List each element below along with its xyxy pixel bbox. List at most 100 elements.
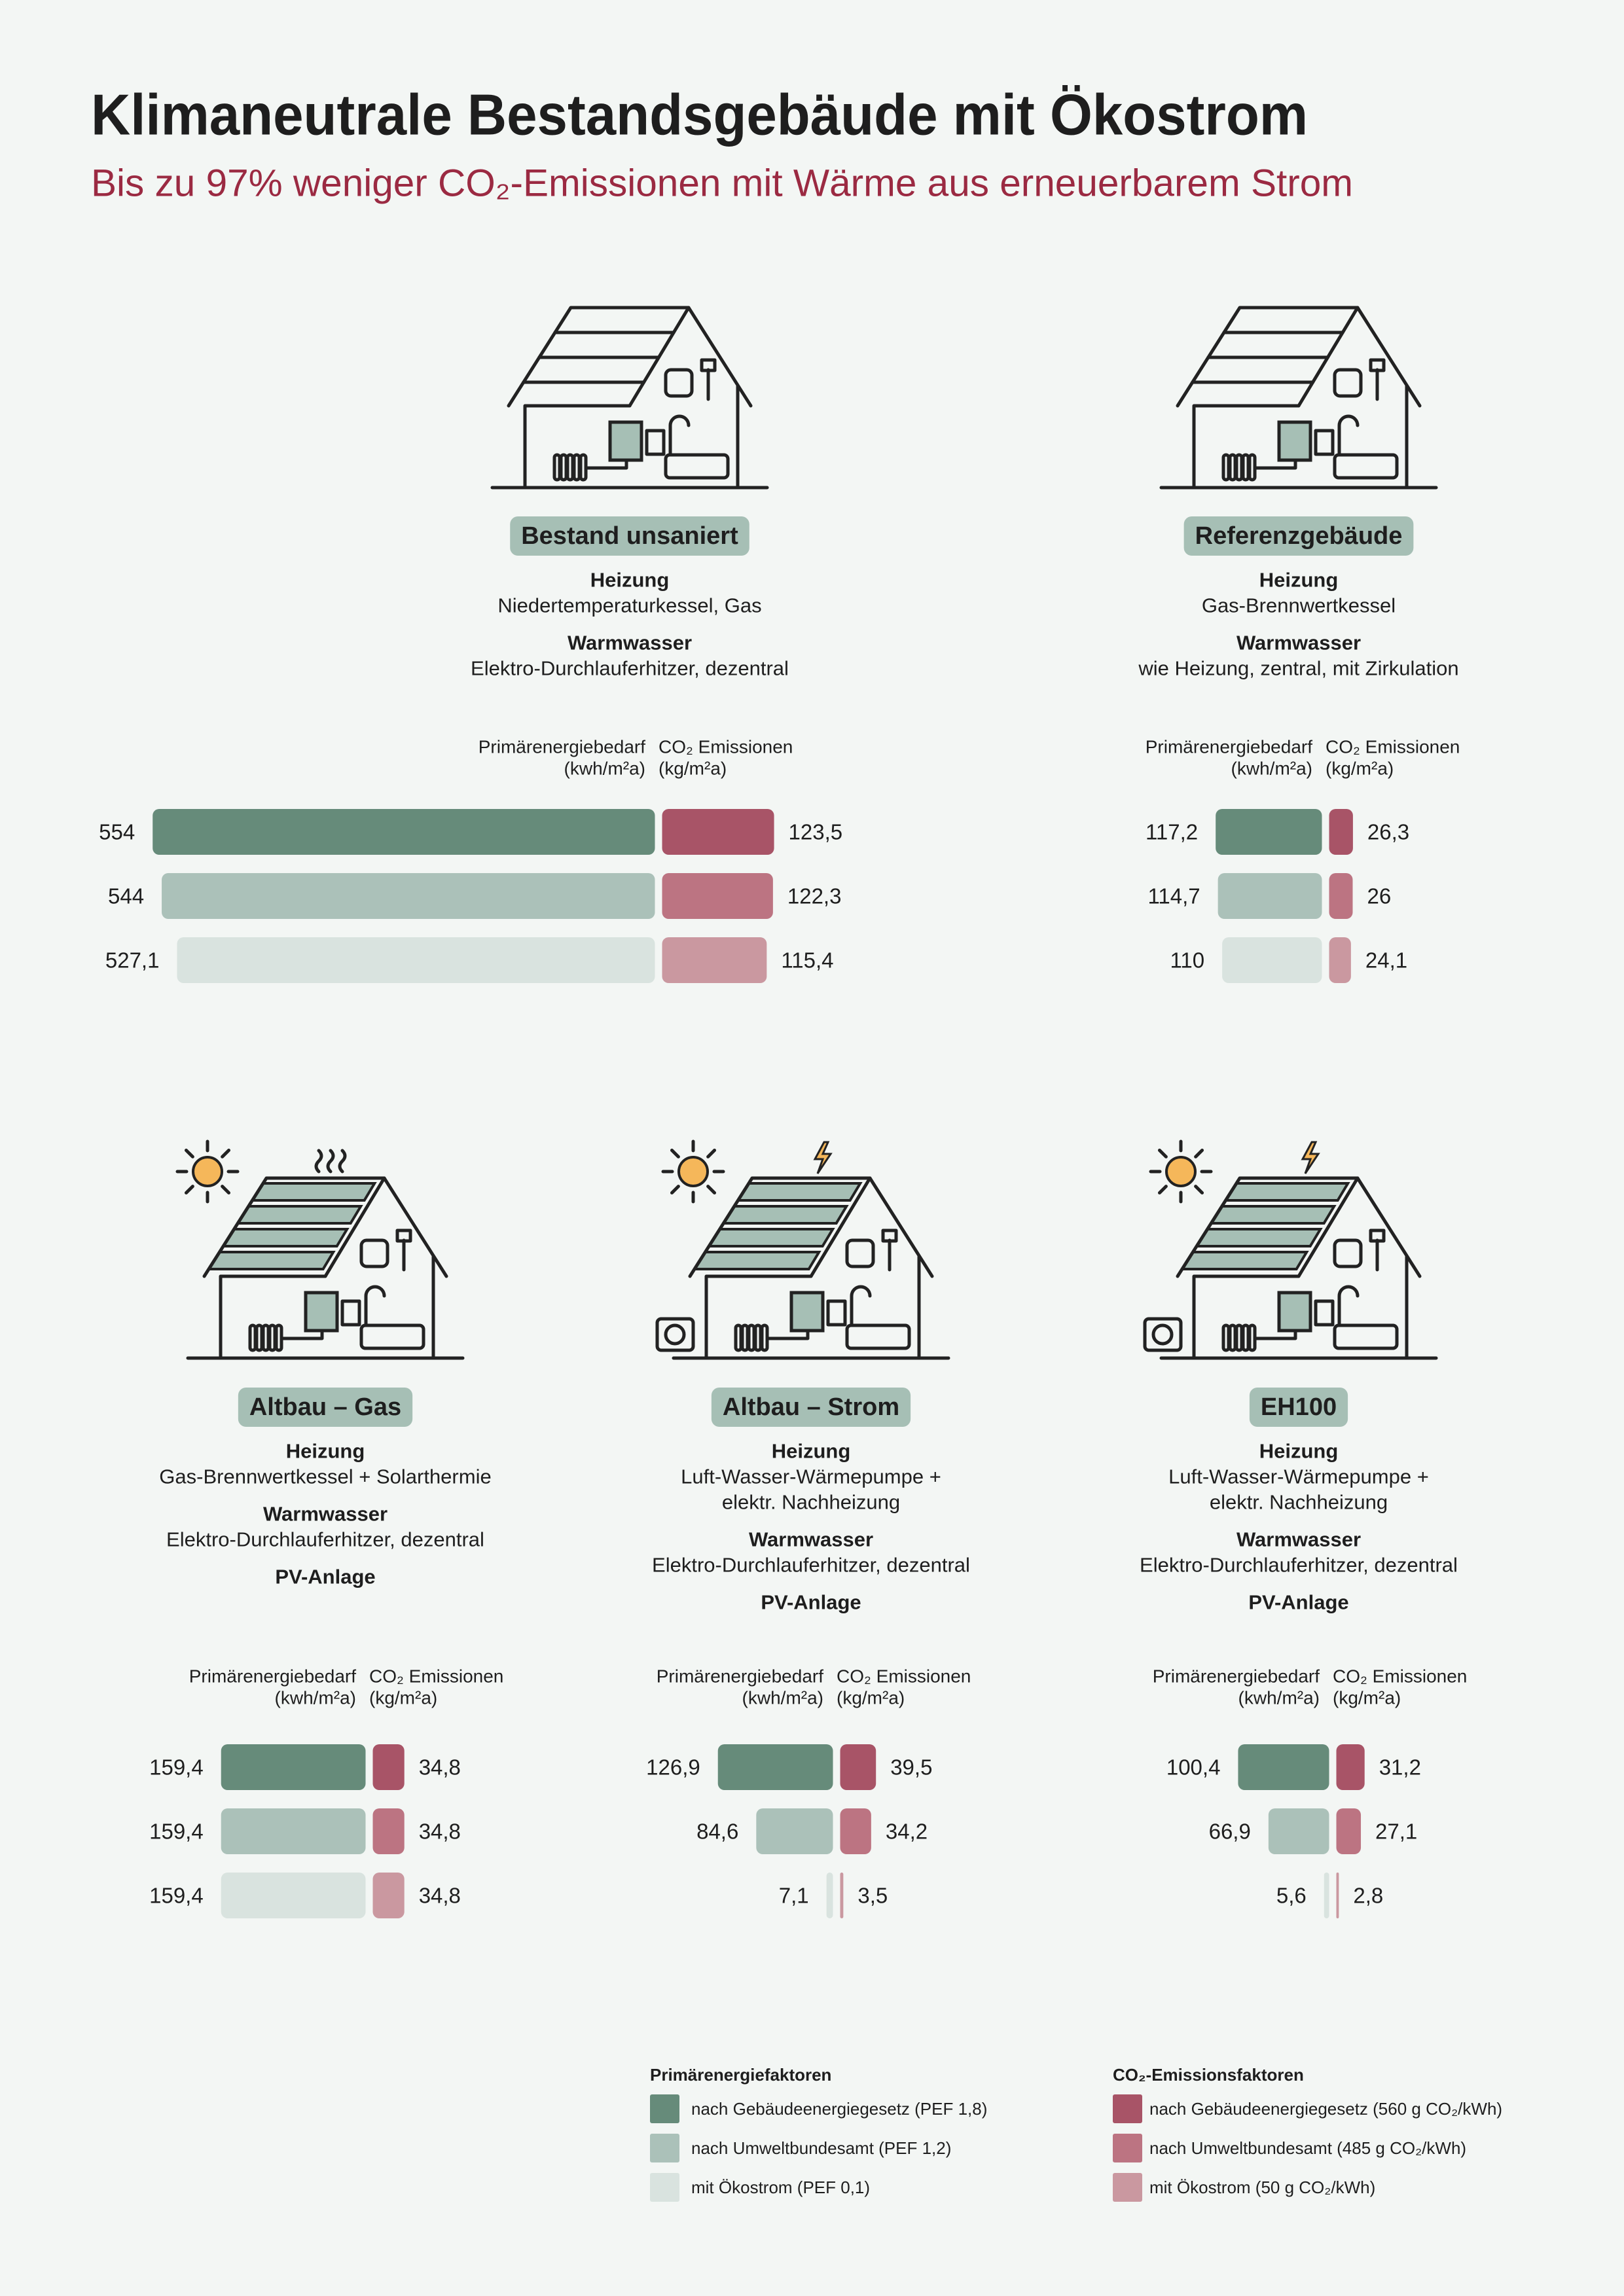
bar: [662, 873, 773, 919]
column-unit: (kwh/m²a): [1231, 759, 1312, 779]
controller: [1314, 1299, 1335, 1327]
detail-label: Heizung: [1259, 569, 1339, 592]
roof-panel: [1223, 1182, 1350, 1202]
chair: [1333, 368, 1363, 398]
bar: [826, 1873, 833, 1918]
heat-pump: [1143, 1317, 1183, 1352]
roof-panel: [221, 1228, 350, 1247]
value-label: 544: [108, 884, 144, 908]
shower: [364, 1285, 386, 1327]
column-header: CO₂ Emissionen: [837, 1666, 971, 1687]
roof-panel: [206, 1251, 336, 1270]
sun-ray: [221, 1185, 231, 1195]
value-label: 31,2: [1379, 1755, 1421, 1780]
sun-ray: [184, 1185, 194, 1195]
controller: [340, 1299, 361, 1327]
pipe: [1254, 458, 1297, 470]
column-unit: (kg/m²a): [837, 1688, 905, 1708]
title-badge: [1249, 1388, 1348, 1427]
detail-text: Niedertemperaturkessel, Gas: [497, 594, 761, 617]
walls: [219, 1274, 327, 1360]
value-label: 39,5: [890, 1755, 932, 1780]
legend-swatch: [650, 2134, 679, 2162]
heat-pump-fan: [1151, 1323, 1174, 1346]
lamp-shade: [1369, 1229, 1386, 1243]
column-unit: (kg/m²a): [1333, 1688, 1401, 1708]
value-label: 110: [1170, 948, 1205, 973]
roof-panel: [1208, 1205, 1337, 1225]
boiler: [304, 1291, 339, 1333]
roof-panel: [249, 1182, 377, 1202]
bolt: [813, 1141, 833, 1174]
legend-swatch: [650, 2173, 679, 2202]
value-label: 7,1: [779, 1884, 809, 1908]
bathtub: [1333, 1323, 1399, 1350]
column-header: CO₂ Emissionen: [659, 737, 793, 757]
subtitle: Bis zu 97% weniger CO₂-Emissionen mit Wä…: [91, 162, 1353, 205]
gable: [628, 306, 691, 408]
gable: [809, 1176, 872, 1278]
detail-text: Elektro-Durchlauferhitzer, dezentral: [471, 657, 789, 680]
value-label: 2,8: [1353, 1884, 1383, 1908]
detail-text: wie Heizung, zentral, mit Zirkulation: [1138, 657, 1458, 680]
legend-label: nach Umweltbundesamt (PEF 1,2): [691, 2138, 951, 2158]
title: Klimaneutrale Bestandsgebäude mit Ökostr…: [91, 82, 1308, 147]
value-label: 26: [1367, 884, 1392, 908]
column-header: Primärenergiebedarf: [657, 1666, 823, 1687]
panel-title: EH100: [1261, 1393, 1337, 1421]
controller: [645, 429, 666, 456]
roof-panel: [1180, 1251, 1309, 1270]
bar: [662, 809, 774, 855]
bar: [221, 1873, 366, 1918]
bar: [1336, 1808, 1362, 1854]
bathtub: [845, 1323, 911, 1350]
column-header: CO₂ Emissionen: [1326, 737, 1460, 757]
sun: [1165, 1156, 1197, 1187]
bar: [1336, 1744, 1365, 1790]
panel-title: Altbau – Gas: [249, 1393, 401, 1421]
detail-label: Heizung: [286, 1440, 365, 1463]
bar: [840, 1873, 844, 1918]
walls: [523, 404, 632, 490]
column-unit: (kwh/m²a): [564, 759, 645, 779]
gable: [1297, 306, 1360, 408]
bar: [840, 1808, 871, 1854]
lamp-shade: [395, 1229, 412, 1243]
value-label: 24,1: [1365, 948, 1407, 973]
boiler: [1277, 1291, 1312, 1333]
value-label: 34,2: [886, 1820, 928, 1844]
sun-ray: [1194, 1148, 1204, 1158]
legend-label: mit Ökostrom (PEF 0,1): [691, 2178, 870, 2197]
pipe: [281, 1329, 324, 1340]
roof-panel: [1194, 1228, 1323, 1247]
title-badge: [510, 516, 749, 556]
bathtub: [359, 1323, 425, 1350]
panel: Referenzgebäude HeizungGas-Brennwertkesse…: [1138, 306, 1460, 983]
value-label: 122,3: [787, 884, 842, 908]
gable: [323, 1176, 386, 1278]
lamp-shade: [1369, 358, 1386, 372]
value-label: 100,4: [1166, 1755, 1221, 1780]
roof: [507, 306, 753, 408]
detail-text: elektr. Nachheizung: [722, 1491, 900, 1514]
column-header: CO₂ Emissionen: [369, 1666, 503, 1687]
sun-ray: [184, 1148, 194, 1158]
detail-label: PV-Anlage: [275, 1566, 375, 1588]
detail-label: PV-Anlage: [1248, 1591, 1348, 1614]
bar: [1218, 873, 1322, 919]
bar: [1336, 1873, 1339, 1918]
chair: [664, 368, 694, 398]
heat-pump: [655, 1317, 695, 1352]
roof: [202, 1176, 448, 1278]
bar: [1329, 809, 1353, 855]
detail-text: Luft-Wasser-Wärmepumpe +: [1168, 1465, 1429, 1488]
roof: [688, 1176, 934, 1278]
column-header: Primärenergiebedarf: [1153, 1666, 1320, 1687]
shower: [668, 414, 691, 457]
bar: [221, 1808, 366, 1854]
column-header: CO₂ Emissionen: [1333, 1666, 1467, 1687]
bathtub: [1333, 453, 1399, 480]
